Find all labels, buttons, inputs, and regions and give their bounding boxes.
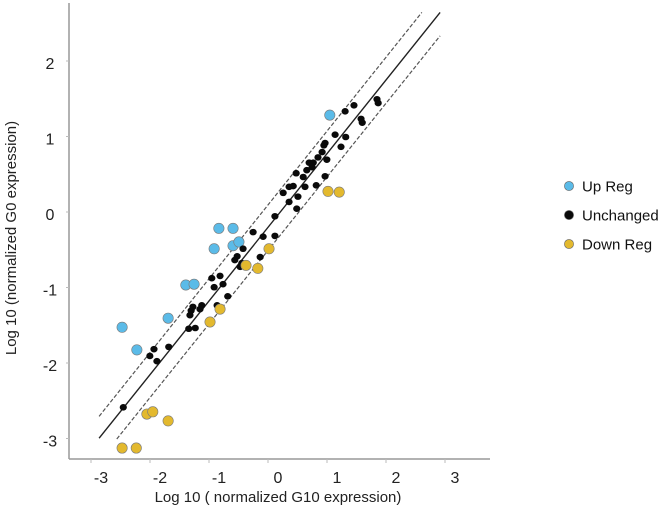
x-tick-label: 2 bbox=[392, 470, 401, 487]
point-unchanged bbox=[323, 156, 331, 163]
point-down-reg bbox=[252, 262, 264, 274]
identity-line bbox=[98, 11, 441, 439]
point-unchanged bbox=[318, 148, 326, 156]
point-up-reg bbox=[116, 321, 128, 333]
point-unchanged bbox=[293, 205, 301, 213]
point-unchanged bbox=[150, 345, 158, 353]
point-unchanged bbox=[224, 292, 232, 300]
point-down-reg bbox=[240, 259, 252, 271]
point-unchanged bbox=[358, 119, 366, 126]
point-unchanged bbox=[303, 166, 311, 174]
point-down-reg bbox=[147, 406, 159, 418]
x-tick-label: 1 bbox=[333, 470, 342, 487]
point-up-reg bbox=[188, 278, 200, 290]
point-unchanged bbox=[285, 198, 293, 206]
point-unchanged bbox=[299, 173, 307, 181]
legend-marker-unchanged bbox=[564, 210, 574, 220]
point-unchanged bbox=[210, 283, 218, 291]
x-axis-label: Log 10 ( normalized G10 expression) bbox=[155, 489, 402, 506]
point-unchanged bbox=[341, 108, 349, 115]
point-unchanged bbox=[216, 272, 224, 280]
point-down-reg bbox=[333, 186, 345, 198]
point-unchanged bbox=[337, 143, 345, 151]
point-up-reg bbox=[162, 312, 174, 324]
y-axis-label: Log 10 (normalized G0 expression) bbox=[3, 121, 20, 355]
x-tick-label: -3 bbox=[94, 470, 108, 487]
point-unchanged bbox=[314, 154, 322, 161]
point-up-reg bbox=[208, 243, 220, 255]
point-unchanged bbox=[259, 233, 267, 240]
point-down-reg bbox=[263, 243, 275, 255]
point-unchanged bbox=[208, 274, 216, 282]
y-tick-label: 2 bbox=[46, 56, 55, 73]
point-down-reg bbox=[130, 442, 142, 454]
y-tick-label: -3 bbox=[43, 434, 57, 451]
lower-bound-line bbox=[116, 35, 441, 440]
x-tick-label: 0 bbox=[274, 470, 283, 487]
point-down-reg bbox=[322, 185, 334, 197]
point-unchanged bbox=[219, 280, 227, 288]
point-down-reg bbox=[116, 442, 128, 454]
point-unchanged bbox=[301, 183, 309, 191]
legend-marker-down-reg bbox=[564, 239, 574, 249]
point-unchanged bbox=[146, 352, 154, 360]
point-unchanged bbox=[312, 182, 320, 189]
point-unchanged bbox=[185, 325, 193, 333]
legend-label: Up Reg bbox=[582, 179, 633, 196]
point-unchanged bbox=[189, 303, 197, 311]
point-up-reg bbox=[233, 236, 245, 248]
point-unchanged bbox=[331, 131, 339, 139]
point-up-reg bbox=[131, 344, 143, 356]
point-unchanged bbox=[271, 212, 279, 220]
point-unchanged bbox=[342, 133, 350, 141]
y-tick-label: 1 bbox=[46, 132, 55, 149]
point-unchanged bbox=[308, 163, 316, 171]
x-tick-label: -2 bbox=[153, 470, 167, 487]
point-down-reg bbox=[214, 303, 226, 315]
point-unchanged bbox=[198, 302, 206, 309]
legend: Up Reg Unchanged Down Reg bbox=[564, 179, 659, 254]
point-up-reg bbox=[324, 109, 336, 121]
point-unchanged bbox=[292, 169, 300, 177]
point-down-reg bbox=[204, 316, 216, 328]
point-unchanged bbox=[153, 357, 161, 365]
x-tick-label: -1 bbox=[212, 470, 226, 487]
point-unchanged bbox=[119, 403, 127, 411]
legend-marker-up-reg bbox=[564, 181, 574, 191]
point-unchanged bbox=[374, 99, 382, 107]
legend-label: Unchanged bbox=[582, 208, 659, 225]
point-unchanged bbox=[350, 101, 358, 109]
y-tick-label: 0 bbox=[46, 207, 55, 224]
legend-label: Down Reg bbox=[582, 237, 652, 254]
point-unchanged bbox=[321, 172, 329, 180]
point-unchanged bbox=[233, 252, 241, 260]
y-tick-label: -2 bbox=[43, 358, 57, 375]
point-unchanged bbox=[289, 182, 297, 190]
x-tick-label: 3 bbox=[451, 470, 460, 487]
point-unchanged bbox=[279, 189, 287, 197]
point-unchanged bbox=[191, 324, 199, 332]
point-unchanged bbox=[294, 193, 302, 200]
point-down-reg bbox=[162, 415, 174, 427]
point-unchanged bbox=[320, 141, 328, 149]
point-unchanged bbox=[165, 343, 173, 351]
point-unchanged bbox=[256, 253, 264, 261]
point-unchanged bbox=[271, 232, 279, 240]
y-tick-label: -1 bbox=[43, 283, 57, 300]
point-unchanged bbox=[249, 228, 257, 236]
point-up-reg bbox=[227, 222, 239, 234]
point-up-reg bbox=[213, 222, 225, 234]
point-unchanged bbox=[239, 245, 247, 253]
